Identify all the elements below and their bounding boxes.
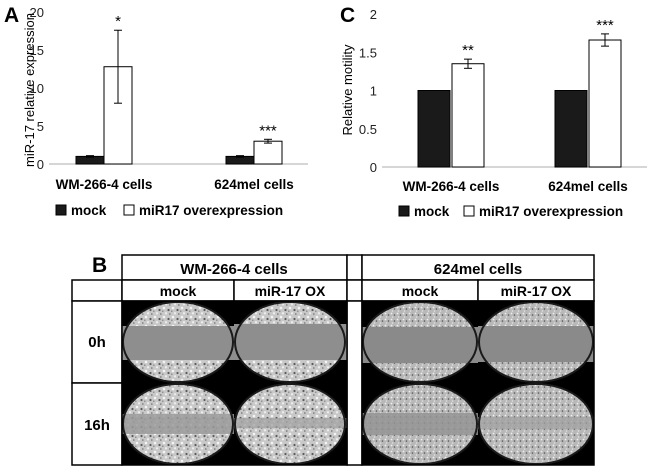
panel-c-legend-swatch-0	[398, 205, 410, 217]
panel-c-ytick-label-0: 0	[370, 160, 377, 175]
group-header-624mel: 624mel cells	[434, 261, 522, 278]
panel-c-bar-overexpression-1	[588, 39, 622, 168]
panel-c-ytick-label-4: 2	[370, 7, 377, 22]
micrograph-16h-wm266-mock	[122, 383, 234, 465]
panel-a-letter: A	[4, 4, 19, 27]
panel-a-significance-0: *	[115, 13, 121, 30]
corner-cell	[71, 279, 123, 302]
micrograph-0h-wm266-ox	[234, 301, 347, 383]
panel-a-ytick-label-2: 10	[30, 81, 44, 96]
panel-c-bar-mock-0	[417, 90, 451, 168]
micrograph-16h-wm266-ox	[234, 383, 347, 465]
micrograph-0h-624mel-mock	[362, 301, 478, 383]
panel-c-chart: C Relative motility 00.511.52 ***** WM-2…	[340, 4, 647, 219]
panel-c-ytick-label-1: 0.5	[359, 122, 377, 137]
row-label-box-16h	[71, 382, 123, 466]
panel-c-significance-1: ***	[596, 17, 614, 34]
row-label-16h: 16h	[84, 417, 110, 434]
panel-c-legend-swatch-1	[463, 205, 475, 217]
panel-a-ytick-label-3: 15	[30, 43, 44, 58]
panel-a-category-label-0: WM-266-4 cells	[56, 177, 153, 192]
condition-label-mock-1: mock	[160, 283, 197, 299]
panel-c-bar-overexpression-0	[451, 63, 485, 168]
panel-b-letter: B	[92, 254, 107, 277]
panel-a-category-label-1: 624mel cells	[214, 177, 294, 192]
panel-c-bar-mock-1	[554, 90, 588, 168]
panel-a-y-axis-label: miR-17 relative expression	[22, 13, 37, 167]
condition-label-ox-2: miR-17 OX	[501, 283, 572, 299]
panel-a-ytick-label-0: 0	[37, 157, 44, 172]
panel-a-bar-overexpression-1	[253, 140, 283, 165]
group-header-wm266: WM-266-4 cells	[180, 261, 288, 278]
micrograph-0h-wm266-mock	[122, 301, 234, 383]
panel-a-legend-swatch-0	[55, 204, 67, 216]
micrograph-16h-624mel-mock	[362, 383, 478, 465]
panel-c-category-label-0: WM-266-4 cells	[403, 179, 500, 194]
condition-gap	[346, 279, 363, 302]
micrograph-frame-2	[361, 300, 595, 466]
panel-c-letter: C	[340, 4, 355, 27]
panel-a-legend-label-0: mock	[71, 203, 107, 218]
panel-c-significance-0: **	[462, 42, 474, 59]
group-header-gap	[346, 254, 363, 281]
row-label-box-0h	[71, 300, 123, 384]
micrograph-16h-624mel-ox	[478, 383, 594, 465]
panel-a-significance-1: ***	[259, 122, 277, 139]
panel-a-ytick-label-1: 5	[37, 119, 44, 134]
panel-c-ytick-label-3: 1.5	[359, 45, 377, 60]
panel-a-legend-label-1: miR17 overexpression	[139, 203, 283, 218]
condition-label-mock-2: mock	[402, 283, 439, 299]
panel-c-y-axis-label: Relative motility	[340, 44, 355, 136]
panel-c-legend-label-0: mock	[414, 204, 450, 219]
panel-a-ytick-label-4: 20	[30, 5, 44, 20]
panel-c-category-label-1: 624mel cells	[548, 179, 628, 194]
panel-c-legend-label-1: miR17 overexpression	[479, 204, 623, 219]
panel-c-ytick-label-2: 1	[370, 84, 377, 99]
micrograph-0h-624mel-ox	[478, 301, 594, 383]
row-label-0h: 0h	[88, 334, 106, 351]
condition-label-ox-1: miR-17 OX	[255, 283, 326, 299]
micrograph-frame-1	[121, 300, 348, 466]
panel-a-legend-swatch-1	[123, 204, 135, 216]
panel-b-wound-healing-grid: B WM-266-4 cells 624mel cells mock miR-1…	[71, 254, 595, 466]
micrograph-gap	[346, 300, 363, 466]
